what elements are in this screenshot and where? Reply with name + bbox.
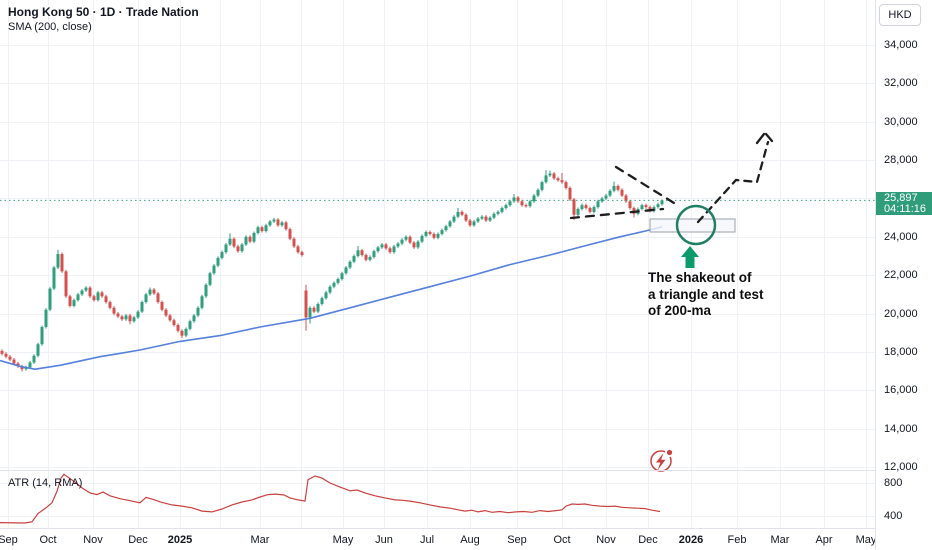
price-tick-label: 24,000 [884,230,918,243]
price-tick-label: 34,000 [884,39,918,51]
symbol-title[interactable]: Hong Kong 50 · 1D · Trade Nation [8,5,199,19]
price-tick-label: 28,000 [884,154,918,167]
time-tick-label: Dec [638,534,658,546]
atr-line [0,473,661,524]
shakeout-annotation-text[interactable]: The shakeout of a triangle and test of 2… [648,270,764,318]
time-tick-label: Dec [128,534,148,546]
currency-toggle-button[interactable]: HKD [879,4,921,26]
price-tick-label: 30,000 [884,115,918,128]
price-tick-label: 18,000 [884,345,918,358]
price-tick-label: 16,000 [884,384,918,397]
time-tick-label: 2025 [167,534,193,546]
time-tick-label: Oct [39,534,57,546]
indicator-sma-label[interactable]: SMA (200, close) [8,21,92,33]
time-tick-label: May [855,534,875,546]
time-tick-label: Apr [815,534,833,546]
candlestick-series [0,170,664,372]
up-arrow-icon[interactable] [681,246,699,268]
time-tick-label: 2026 [678,534,704,546]
current-price-value: 25,897 [884,191,918,204]
atr-tick-label: 800 [884,477,903,489]
time-tick-label: Nov [596,534,616,546]
time-tick-label: Sep [507,534,527,546]
time-tick-label: Jul [419,534,435,546]
time-tick-label: Feb [727,534,747,546]
flash-event-icon[interactable] [650,448,674,472]
highlight-circle[interactable] [675,204,717,246]
projection-arrowhead-icon[interactable] [764,132,774,143]
price-tick-label: 20,000 [884,307,918,320]
time-tick-label: May [332,534,354,546]
projection-arrowhead-icon[interactable] [755,132,766,145]
price-axis[interactable]: HKD 25,897 04:11:16 34,000 32,000 30,000 28… [875,0,932,550]
chart-legend: Hong Kong 50 · 1D · Trade Nation SMA (20… [8,5,199,34]
triangle-lower-trendline[interactable] [569,207,665,220]
time-tick-label: Mar [770,534,790,546]
time-tick-label: Oct [553,534,571,546]
current-price-badge: 25,897 04:11:16 [876,191,932,216]
countdown-timer: 04:11:16 [884,203,927,216]
time-axis[interactable]: Sep Oct Nov Dec 2025 Mar May Jun Jul Aug Sep Oct Nov… [0,528,875,550]
price-tick-label: 32,000 [884,77,918,90]
sma-200-line [0,226,663,371]
grid-layer [0,0,875,528]
time-tick-label: Aug [460,534,480,546]
indicator-atr-label[interactable]: ATR (14, RMA) [8,477,83,489]
time-tick-label: Sep [0,534,18,546]
pane-separator[interactable] [0,470,932,471]
time-tick-label: Jun [375,534,393,546]
breakout-projection-line[interactable] [696,140,770,224]
time-tick-label: Mar [250,534,270,546]
triangle-upper-trendline[interactable] [614,165,676,205]
time-tick-label: Nov [83,534,103,546]
price-tick-label: 14,000 [884,422,918,435]
price-tick-label: 22,000 [884,269,918,282]
atr-tick-label: 400 [884,510,903,522]
highlight-rectangle[interactable] [649,218,736,233]
price-tick-label: 12,000 [884,461,918,473]
